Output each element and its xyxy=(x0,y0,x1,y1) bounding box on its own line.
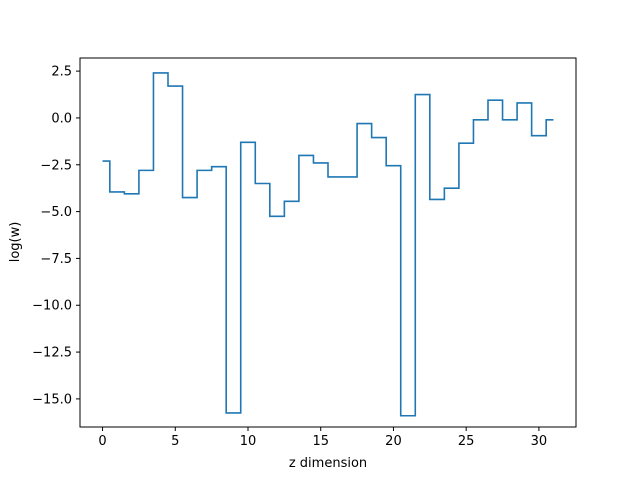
y-tick-label: −7.5 xyxy=(40,252,72,267)
x-axis-label: z dimension xyxy=(289,456,367,471)
ticks-layer: 0 5 10 15 20 25 30 2.5 0.0 −2.5 −5.0 −7.5 −10.0 −12.5… xyxy=(32,65,547,449)
y-tick-label: 2.5 xyxy=(51,65,72,80)
x-tick-label: 20 xyxy=(385,434,402,449)
x-tick-label: 0 xyxy=(98,434,106,449)
x-tick-label: 30 xyxy=(531,434,548,449)
plot-frame xyxy=(79,57,577,428)
y-tick-label: −2.5 xyxy=(40,158,72,173)
y-axis-label: log(w) xyxy=(8,222,23,263)
y-tick-label: −12.5 xyxy=(32,346,72,361)
x-tick-label: 25 xyxy=(458,434,475,449)
x-tick-label: 10 xyxy=(240,434,257,449)
x-tick-label: 15 xyxy=(312,434,329,449)
series-layer xyxy=(102,72,554,417)
x-tick-label: 5 xyxy=(171,434,179,449)
y-tick-label: −15.0 xyxy=(32,392,72,407)
y-tick-label: −10.0 xyxy=(32,299,72,314)
y-tick-label: 0.0 xyxy=(51,111,72,126)
series-line xyxy=(102,72,554,417)
y-tick-label: −5.0 xyxy=(40,205,72,220)
